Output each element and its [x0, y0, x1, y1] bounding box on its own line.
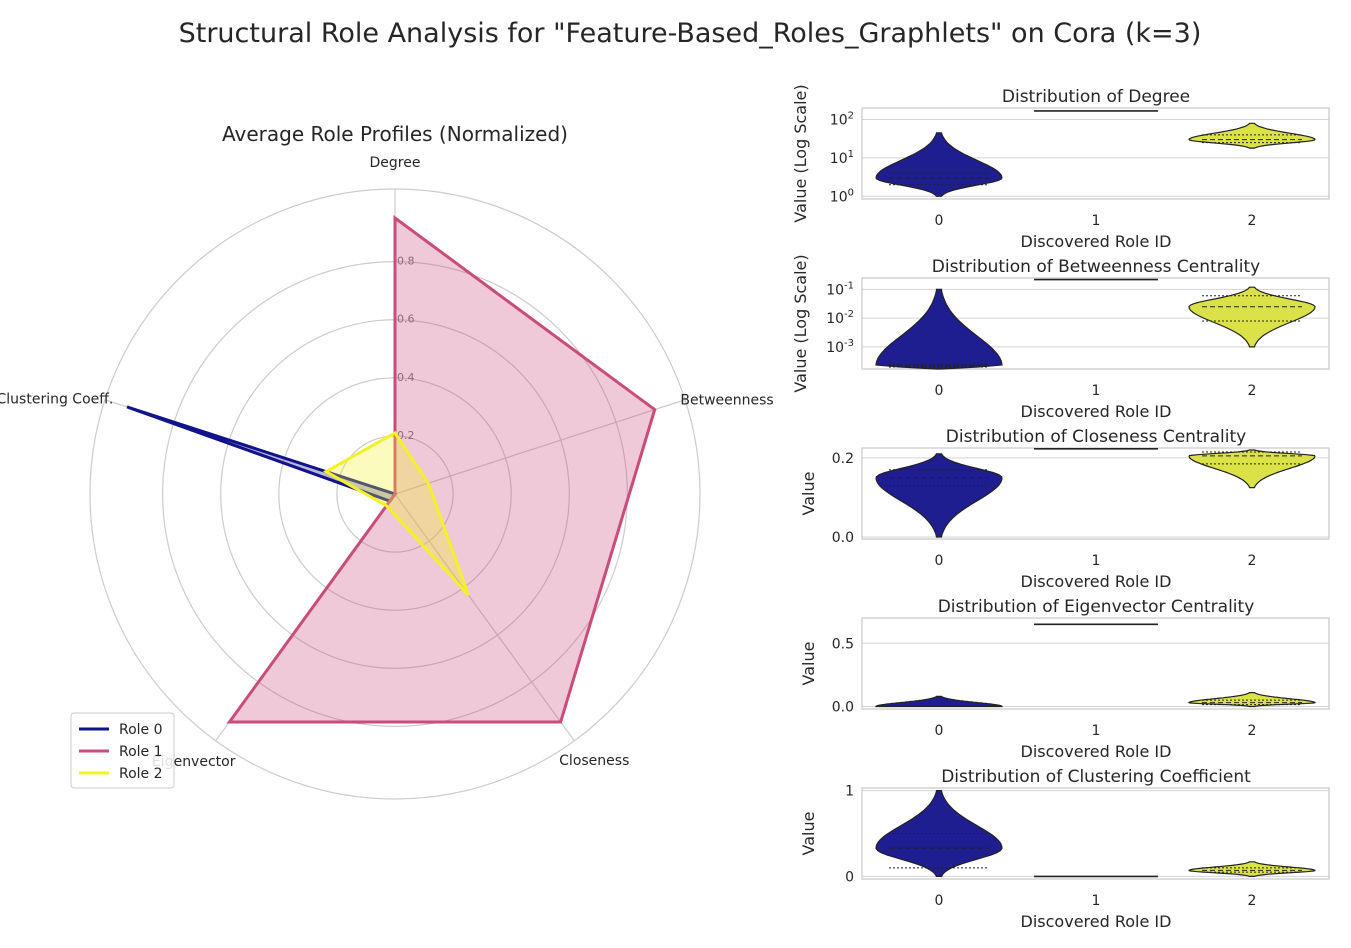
violin-xtick-label-1: 1 [1092, 383, 1101, 399]
radar-series-role-1 [226, 215, 657, 724]
violin-title: Distribution of Betweenness Centrality [932, 257, 1260, 277]
violin-ylabel: Value [799, 812, 818, 856]
violin-panel-distribution-of-degree: Distribution of Degree 100 101 102 0 1 2 Discov… [791, 84, 1330, 251]
violin-xlabel: Discovered Role ID [1021, 232, 1172, 251]
legend-label-role-0: Role 0 [119, 722, 163, 738]
violin-ylabel: Value [799, 472, 818, 516]
violin-role-2 [1188, 286, 1316, 348]
violin-role-0 [875, 288, 1003, 370]
violin-xtick-label-2: 2 [1248, 553, 1257, 569]
violin-xtick-label-0: 0 [935, 553, 944, 569]
violin-title: Distribution of Clustering Coefficient [941, 767, 1251, 787]
violin-title: Distribution of Degree [1002, 87, 1190, 107]
violin-xtick-label-0: 0 [935, 383, 944, 399]
figure-title: Structural Role Analysis for "Feature-Ba… [179, 18, 1202, 49]
violin-ytick-label: 100 [830, 187, 854, 205]
radar-rtick-label: 0.2 [397, 429, 415, 442]
violin-role-0 [875, 453, 1003, 538]
violin-ytick-label: 0.5 [832, 636, 854, 652]
violin-axes-frame [861, 107, 1330, 200]
violin-xtick-label-0: 0 [935, 893, 944, 909]
radar-chart: Average Role Profiles (Normalized) 0.2 0.4… [0, 122, 774, 800]
violin-ylabel: Value (Log Scale) [791, 84, 810, 222]
violin-xlabel: Discovered Role ID [1021, 402, 1172, 421]
radar-rtick-label: 0.8 [397, 255, 415, 268]
radar-axis-label-betweenness: Betweenness [680, 393, 773, 409]
violin-ytick-label: 10-1 [826, 280, 854, 298]
radar-rtick-label: 0.4 [397, 371, 415, 384]
violin-xtick-label-2: 2 [1248, 383, 1257, 399]
violin-axes-frame [861, 617, 1330, 710]
violin-ytick-label: 0.2 [832, 451, 854, 467]
violin-axes-frame [861, 787, 1330, 880]
violin-panel-distribution-of-betweenness-centrality: Distribution of Betweenness Centrality10… [791, 254, 1330, 421]
violin-xlabel: Discovered Role ID [1021, 742, 1172, 761]
violin-panel-distribution-of-eigenvector-centrality: Distribution of Eigenvector Centrality 0.… [799, 597, 1330, 761]
radar-spoke-closeness [394, 493, 575, 742]
radar-axis-label-degree: Degree [370, 155, 421, 171]
radar-axis-label-clustering-coeff: Clustering Coeff. [0, 392, 113, 408]
violin-title: Distribution of Closeness Centrality [946, 427, 1246, 447]
violin-xtick-label-1: 1 [1092, 213, 1101, 229]
violin-panel-distribution-of-clustering-coefficient: Distribution of Clustering Coefficient 0 1… [799, 767, 1330, 931]
radar-axis-label-closeness: Closeness [559, 753, 629, 769]
violin-xtick-label-1: 1 [1092, 723, 1101, 739]
violin-role-0 [875, 695, 1003, 708]
radar-spoke-betweenness [394, 399, 686, 495]
violin-xlabel: Discovered Role ID [1021, 912, 1172, 931]
radar-legend [70, 712, 175, 789]
violin-ytick-label: 10-3 [826, 338, 854, 356]
violin-ytick-label: 101 [830, 149, 854, 167]
violin-ylabel: Value [799, 642, 818, 686]
violin-xtick-label-1: 1 [1092, 553, 1101, 569]
violin-role-2 [1188, 861, 1316, 877]
violin-xtick-label-1: 1 [1092, 893, 1101, 909]
violin-xtick-label-2: 2 [1248, 723, 1257, 739]
violin-ytick-label: 102 [830, 111, 854, 129]
violin-role-0 [875, 132, 1003, 197]
violin-xlabel: Discovered Role ID [1021, 572, 1172, 591]
violin-ytick-label: 0.0 [832, 530, 854, 546]
radar-title: Average Role Profiles (Normalized) [222, 122, 568, 146]
violin-ytick-label: 0.0 [832, 699, 854, 715]
violin-role-2 [1188, 449, 1316, 489]
violin-xtick-label-0: 0 [935, 213, 944, 229]
violin-ytick-label: 1 [845, 784, 854, 800]
violin-ylabel: Value (Log Scale) [791, 254, 810, 392]
violin-axes-frame [861, 277, 1330, 370]
radar-series-role-2 [322, 431, 470, 597]
violin-xtick-label-2: 2 [1248, 213, 1257, 229]
radar-rtick-label: 0.6 [397, 313, 415, 326]
legend-label-role-1: Role 1 [119, 744, 163, 760]
violin-title: Distribution of Eigenvector Centrality [938, 597, 1255, 617]
violin-xtick-label-0: 0 [935, 723, 944, 739]
violin-panel-distribution-of-closeness-centrality: Distribution of Closeness Centrality 0.0 0… [799, 427, 1330, 591]
violin-ytick-label: 0 [845, 869, 854, 885]
violin-ytick-label: 10-2 [826, 309, 854, 327]
violin-xtick-label-2: 2 [1248, 893, 1257, 909]
legend-label-role-2: Role 2 [119, 766, 163, 782]
violin-role-2 [1188, 122, 1316, 149]
